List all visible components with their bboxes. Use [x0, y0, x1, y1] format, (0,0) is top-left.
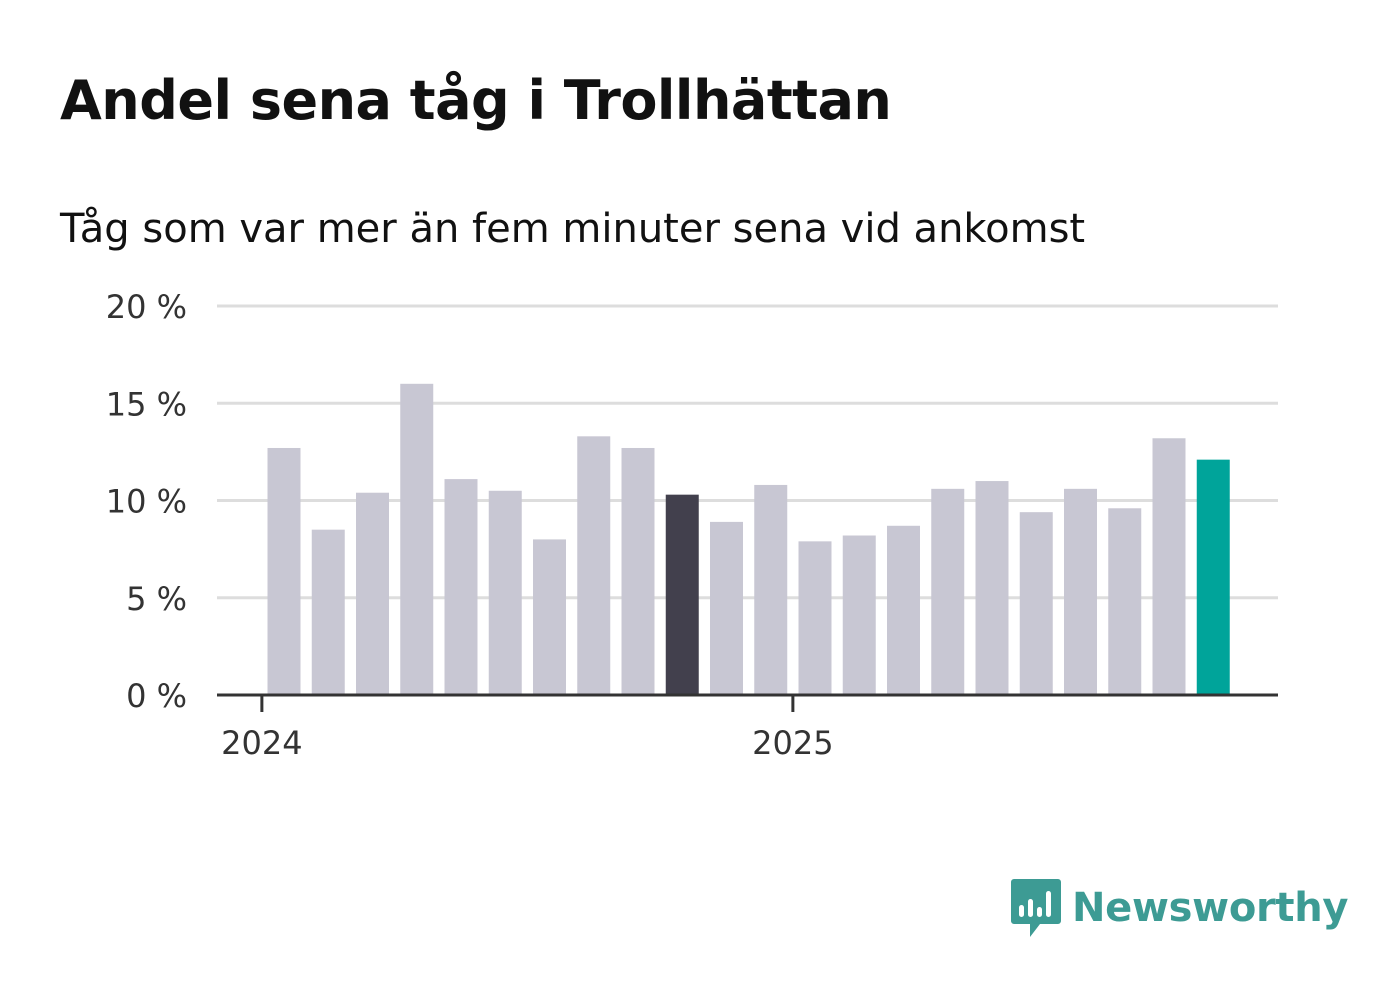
- y-tick-label: 20 %: [106, 288, 187, 326]
- bar: [267, 447, 301, 695]
- x-tick-label: 2024: [221, 724, 302, 762]
- chart-subtitle: Tåg som var mer än fem minuter sena vid …: [60, 206, 1086, 252]
- y-tick-label: 10 %: [106, 483, 187, 521]
- bar: [621, 447, 655, 695]
- chart-title: Andel sena tåg i Trollhättan: [60, 69, 892, 132]
- newsworthy-chart-bubble-icon: [1011, 879, 1061, 937]
- bar: [754, 484, 788, 695]
- y-tick-label: 0 %: [126, 677, 187, 715]
- bar: [533, 539, 566, 695]
- x-axis: 2024 2025: [217, 693, 1278, 762]
- bar: [400, 383, 434, 695]
- x-tick-label: 2025: [752, 724, 833, 762]
- bar: [1152, 438, 1186, 695]
- bar: [931, 488, 965, 695]
- y-tick-label: 15 %: [106, 385, 187, 423]
- bar: [356, 492, 389, 695]
- bar: [1019, 512, 1053, 695]
- bar: [710, 521, 743, 695]
- logo-text: Newsworthy: [1072, 885, 1349, 931]
- grid-lines: [217, 304, 1278, 600]
- newsworthy-logo: Newsworthy: [1010, 876, 1349, 940]
- bar: [798, 541, 832, 695]
- bar: [1064, 488, 1097, 695]
- y-axis-labels: 0 % 5 % 10 % 15 % 20 %: [106, 288, 187, 715]
- bar: [975, 481, 1009, 695]
- bar: [444, 479, 478, 695]
- bar: [488, 490, 522, 695]
- bar: [842, 535, 876, 695]
- bar: [577, 436, 611, 695]
- bar: [311, 529, 345, 695]
- bar: [1196, 459, 1230, 695]
- bar: [887, 525, 920, 695]
- bar: [665, 494, 699, 695]
- y-tick-label: 5 %: [126, 580, 187, 618]
- bar: [1108, 508, 1142, 695]
- bars: [267, 383, 1230, 695]
